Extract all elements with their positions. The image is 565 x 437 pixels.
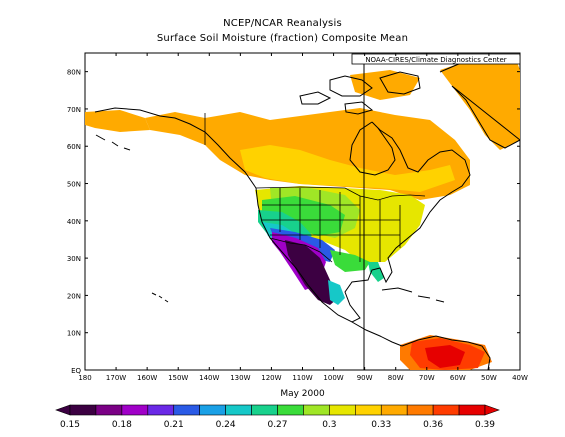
colorbar-swatch [329, 404, 356, 416]
colorbar-arrow-right [484, 404, 500, 416]
credit-box [351, 53, 521, 65]
lon-tick-label: 50W [481, 374, 497, 382]
colorbar-labels: 0.15 0.18 0.21 0.24 0.27 0.3 0.33 0.36 0.39 [60, 420, 495, 430]
coastline-central-america [351, 321, 403, 347]
colorbar-swatch [173, 404, 200, 416]
political-boundaries [204, 113, 426, 263]
map-title: NCEP/NCAR Reanalysis [223, 18, 342, 29]
lon-tick-label: 160W [137, 374, 157, 382]
colorbar-label: 0.3 [322, 420, 336, 430]
colorbar-swatch [277, 404, 304, 416]
lon-tick-label: 170W [106, 374, 126, 382]
us-canada-border [255, 186, 426, 201]
coastline-north-america [94, 107, 471, 323]
axis-ticks [84, 53, 521, 371]
lon-tick-label: 110W [292, 374, 312, 382]
colorbar-label: 0.36 [423, 420, 443, 430]
colorbar-swatch [121, 404, 149, 416]
coastline-south-america [401, 335, 491, 370]
field-green-plains [262, 196, 345, 236]
lon-tick-label: 70W [419, 374, 435, 382]
lat-axis: EQ 10N 20N 30N 40N 50N 60N 70N 80N [67, 69, 82, 375]
coastlines [94, 55, 520, 370]
colorbar-swatch [432, 404, 460, 416]
lon-tick-label: 180 [78, 374, 91, 382]
colorbar-swatch [458, 404, 486, 416]
colorbar-label: 0.24 [216, 420, 236, 430]
lat-tick-label: 40N [67, 218, 81, 226]
colorbar-swatch [303, 404, 330, 416]
lat-tick-label: 30N [67, 255, 81, 263]
lon-tick-label: 140W [199, 374, 219, 382]
colorbar-label: 0.33 [371, 420, 391, 430]
lat-tick-label: 50N [67, 181, 81, 189]
colorbar-label: 0.21 [164, 420, 184, 430]
colorbar-label: 0.27 [267, 420, 287, 430]
lon-tick-label: 100W [323, 374, 343, 382]
colorbar-swatch [147, 404, 175, 416]
lon-tick-label: 150W [168, 374, 188, 382]
lat-tick-label: EQ [71, 367, 81, 375]
colorbar-swatch [380, 404, 408, 416]
lon-tick-label: 90W [357, 374, 373, 382]
lon-tick-label: 80W [388, 374, 404, 382]
colorbar-label: 0.18 [112, 420, 132, 430]
coastline-hawaii [151, 292, 169, 303]
colorbar-swatch [406, 404, 434, 416]
credit-text: NOAA-CIRES/Climate Diagnostics Center [365, 56, 506, 64]
field-orange-arctic [350, 70, 420, 100]
field-green-florida [368, 262, 384, 282]
lon-tick-label: 40W [512, 374, 528, 382]
colorbar-swatch [69, 404, 97, 416]
us-state-lines [262, 188, 401, 262]
lat-tick-label: 60N [67, 143, 81, 151]
field-lightorange-canada [240, 145, 455, 192]
colorbar-swatch [355, 404, 382, 416]
colorbar-label: 0.39 [475, 420, 495, 430]
us-mexico-border [269, 237, 333, 263]
coastline-hudson-bay [349, 121, 396, 176]
field-darkpurple-mexico [285, 240, 338, 305]
colorbar [55, 404, 500, 416]
colorbar-arrow-left [55, 404, 71, 416]
lon-tick-label: 120W [261, 374, 281, 382]
lon-axis: 180 170W 160W 150W 140W 130W 120W 110W 100W 90W 80… [78, 374, 528, 382]
coastline-aleutians [95, 134, 131, 151]
colorbar-swatch [251, 404, 278, 416]
colorbar-swatch [225, 404, 252, 416]
field-cyan-mexico [328, 280, 345, 305]
lon-tick-label: 60W [450, 374, 466, 382]
field-darkred-southamerica [425, 345, 465, 368]
lat-tick-label: 80N [67, 69, 81, 77]
field-green-gulf [330, 250, 370, 272]
colorbar-swatch [199, 404, 226, 416]
map-subtitle: Surface Soil Moisture (fraction) Composi… [156, 33, 409, 44]
x-axis-label: May 2000 [280, 389, 325, 399]
coastline-arctic-islands [299, 71, 421, 115]
field-orange-alaska-west [85, 110, 150, 132]
colorbar-label: 0.15 [60, 420, 80, 430]
colorbar-swatch [95, 404, 123, 416]
field-orange-greenland [440, 57, 520, 150]
lon-tick-label: 130W [230, 374, 250, 382]
lat-tick-label: 10N [67, 330, 81, 338]
coastline-caribbean [381, 287, 445, 303]
lat-tick-label: 20N [67, 292, 81, 300]
lat-tick-label: 70N [67, 106, 81, 114]
